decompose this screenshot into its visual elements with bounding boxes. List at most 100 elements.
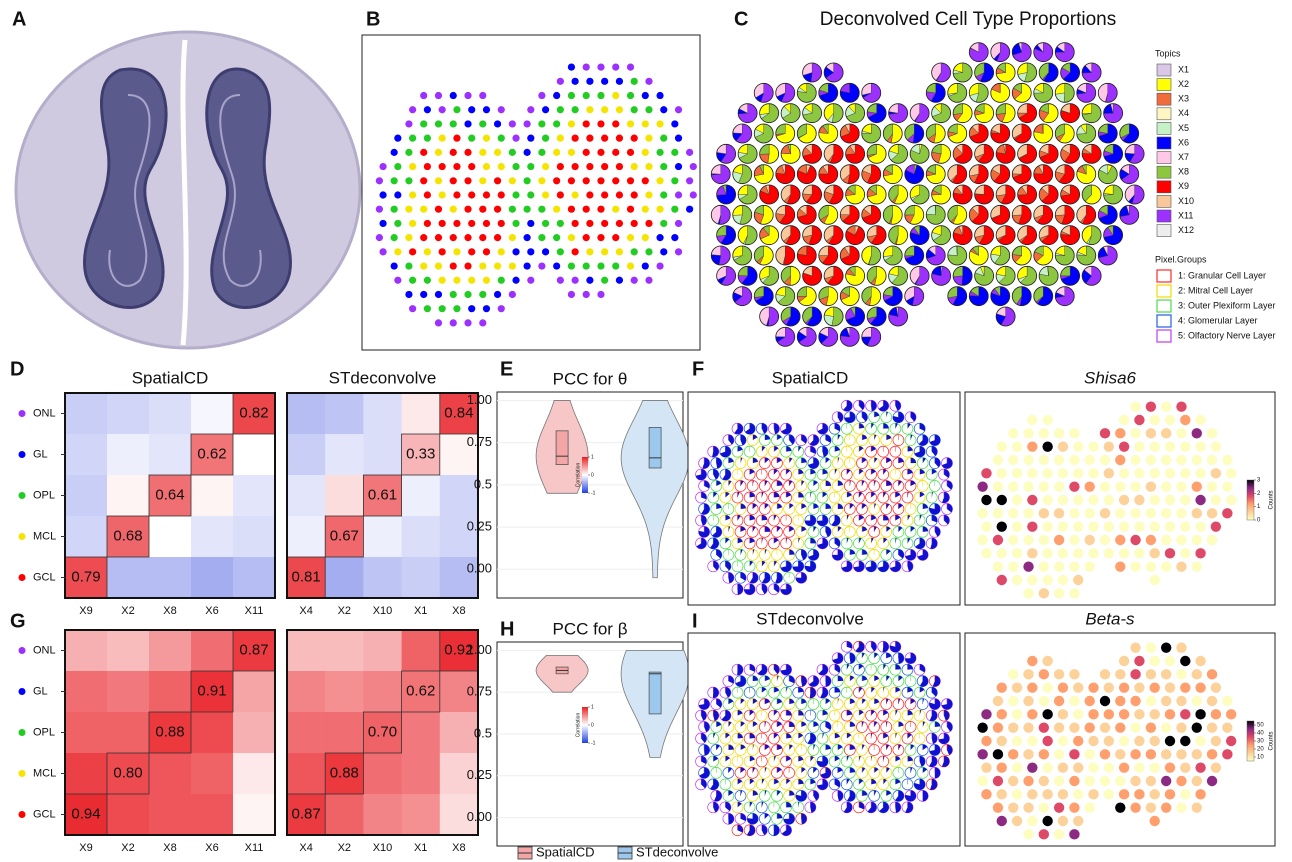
spot [1008, 454, 1019, 466]
heatmap-cell [401, 630, 441, 672]
spot [453, 106, 461, 114]
row-dot [18, 492, 26, 499]
pie-wedge [837, 675, 844, 682]
pie-outline [1103, 143, 1124, 164]
pie-wedge [907, 514, 911, 521]
spot [645, 106, 653, 114]
spot [1145, 454, 1157, 466]
pie-wedge [871, 733, 873, 739]
spot [553, 205, 561, 213]
pie-wedge [907, 560, 913, 572]
spot [405, 290, 413, 299]
spot [660, 134, 668, 142]
pie-wedge [886, 503, 890, 509]
spot [1160, 669, 1172, 680]
pie-outline [775, 82, 796, 103]
spot [438, 248, 446, 256]
pie-wedge [871, 755, 873, 762]
pie-wedge [871, 446, 876, 452]
pie-outline [888, 225, 909, 246]
spot [1118, 735, 1130, 747]
pie-wedge [764, 790, 767, 796]
pie-wedge [757, 664, 768, 676]
pie-wedge [761, 514, 768, 521]
legend-label: X9 [1178, 181, 1189, 191]
spot [1115, 775, 1126, 787]
pie-wedge [710, 537, 719, 549]
spot [626, 91, 635, 100]
pie-wedge [813, 526, 817, 532]
pie-wedge [883, 710, 889, 716]
pie-wedge [892, 411, 904, 423]
y-tick-label: 0.00 [467, 561, 492, 576]
pie-wedge [776, 457, 782, 464]
spot [601, 77, 609, 85]
heatmap-cell [287, 475, 326, 517]
pie-wedge [874, 790, 877, 796]
cell-highlight [362, 474, 402, 517]
panel-label: E [500, 358, 513, 380]
pie-outline [759, 265, 780, 286]
pie-outline [796, 164, 817, 185]
pie-outline [753, 286, 774, 307]
pie-outline [888, 184, 909, 205]
pie-outline [818, 326, 839, 347]
cell-label: 0.88 [330, 764, 359, 781]
pie-wedge [704, 480, 710, 489]
spot [996, 762, 1007, 773]
pie-wedge [810, 492, 812, 498]
violin [620, 400, 690, 579]
spot [1011, 762, 1023, 773]
spot [996, 789, 1007, 800]
pie-outline [845, 184, 866, 205]
spot [390, 177, 398, 185]
pie-wedge [776, 744, 783, 750]
legend-label: X6 [1178, 137, 1189, 147]
pie-outline [1011, 123, 1032, 144]
heatmap-cell [65, 712, 108, 754]
spot [464, 205, 472, 213]
heatmap-cell [325, 671, 364, 713]
pie-wedge [910, 480, 916, 487]
spot [523, 205, 531, 213]
y-tick-label: 1.00 [467, 642, 492, 657]
heatmap-cell [65, 434, 108, 476]
spot [1042, 441, 1053, 452]
spot [1038, 534, 1050, 546]
spot [1042, 789, 1053, 800]
pie-wedge [728, 480, 732, 487]
spot [1130, 561, 1141, 572]
spot [630, 77, 638, 85]
spot [1206, 428, 1218, 439]
legend-swatch [1156, 269, 1172, 283]
spot [1160, 454, 1172, 466]
spot [1210, 468, 1222, 479]
pie-wedge [740, 698, 745, 705]
pie-wedge [895, 400, 901, 411]
pie-outline [861, 204, 882, 225]
spot [1195, 682, 1206, 693]
spot [1057, 789, 1069, 800]
pie-wedge [898, 698, 901, 705]
pie-outline [818, 286, 839, 307]
spot [1195, 414, 1206, 426]
spot [597, 205, 605, 213]
spot [1145, 695, 1157, 707]
pie-wedge [776, 790, 781, 796]
spot [586, 134, 594, 142]
spot [1069, 534, 1080, 546]
pie-wedge [895, 755, 901, 762]
pie-wedge [761, 537, 763, 544]
pie-wedge [907, 664, 913, 670]
spot [1206, 722, 1218, 733]
pie-wedge [849, 698, 856, 705]
spot [1134, 521, 1145, 532]
pie-wedge [728, 526, 731, 532]
spot [379, 191, 387, 199]
pie-outline [823, 184, 844, 205]
pie-wedge [910, 744, 915, 750]
spot [497, 305, 505, 313]
spot [1008, 722, 1019, 733]
y-tick-label: 0.5 [474, 476, 492, 491]
pie-wedge [701, 778, 707, 789]
